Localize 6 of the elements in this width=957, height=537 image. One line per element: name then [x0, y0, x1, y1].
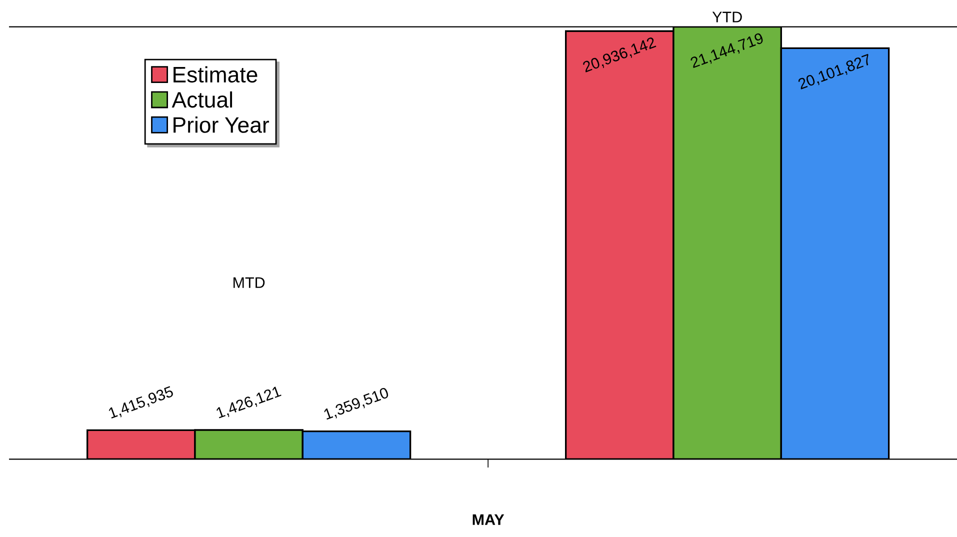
x-tick-label: YTD [712, 12, 742, 22]
legend-label: Estimate [174, 66, 258, 83]
legend-label: Actual [172, 91, 232, 108]
legend-label: Prior Year [174, 116, 270, 133]
x-tick-label: MTD [234, 277, 265, 288]
x-axis-title: MAY [472, 514, 504, 525]
